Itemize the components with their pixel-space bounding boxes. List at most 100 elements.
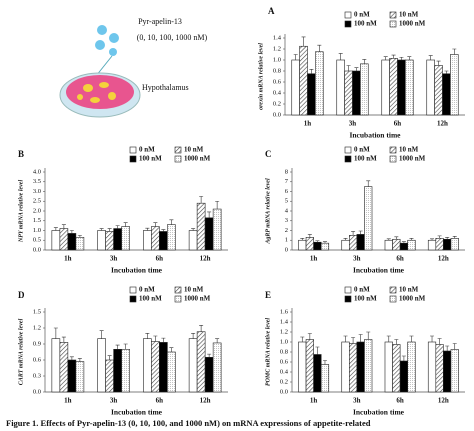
bar: [113, 349, 122, 393]
error-bar: [153, 335, 158, 342]
bar: [298, 239, 307, 251]
y-tick-label: 0.4: [273, 89, 282, 96]
panel-label: B: [18, 149, 24, 159]
legend-swatch: [129, 295, 137, 303]
bar: [159, 342, 168, 393]
y-tick-label: 0.0: [33, 388, 41, 395]
bar: [143, 230, 152, 251]
y-tick-label: 0.2: [273, 100, 281, 107]
bar: [405, 59, 414, 116]
doses: (0, 10, 100, 1000 nM): [137, 33, 208, 42]
y-tick-label: 0.0: [33, 246, 41, 253]
legend-swatch: [344, 11, 352, 19]
x-tick-label: 12h: [200, 397, 211, 405]
bar: [407, 341, 416, 393]
error-bar: [383, 56, 388, 60]
bar: [435, 238, 444, 251]
error-bar: [207, 211, 212, 218]
error-bar: [145, 227, 150, 231]
x-tick-label: 1h: [310, 397, 318, 405]
error-bar: [315, 346, 320, 355]
drop: [97, 25, 107, 35]
bar: [97, 230, 106, 251]
x-axis-title: Incubation time: [111, 408, 163, 417]
y-tick-label: 0.6: [280, 358, 289, 365]
x-tick-label: 6h: [396, 255, 404, 263]
bar: [188, 338, 198, 393]
error-bar: [358, 334, 363, 342]
y-tick-label: 1.0: [273, 56, 281, 63]
drop: [109, 33, 119, 43]
error-bar: [386, 335, 391, 342]
legend-label: 10 nM: [184, 146, 204, 154]
y-tick-label: 0.8: [280, 348, 288, 355]
bar: [212, 342, 222, 393]
bar: [320, 242, 330, 251]
y-tick-label: 1: [285, 237, 288, 244]
legend-label: 1000 nM: [399, 20, 426, 28]
legend-label: 1000 nM: [399, 155, 426, 163]
error-bar: [307, 234, 312, 238]
error-bar: [437, 235, 442, 239]
error-bar: [69, 230, 74, 234]
x-axis-title: Incubation time: [353, 266, 405, 275]
error-bar: [391, 54, 396, 59]
diagram: Pyr-apelin-13 (0, 10, 100, 1000 nM) Hypo…: [59, 17, 208, 118]
bar: [356, 234, 365, 251]
y-tick-label: 2.5: [33, 198, 41, 205]
legend-label: 10 nM: [399, 286, 419, 294]
y-axis-title: orexin mRNA relative level: [258, 43, 264, 110]
bar: [121, 349, 130, 393]
error-bar: [452, 236, 457, 239]
error-bar: [61, 336, 66, 343]
legend-swatch: [389, 11, 397, 19]
drop: [109, 48, 117, 56]
error-bar: [436, 60, 441, 66]
bar: [167, 351, 176, 393]
bar: [427, 239, 437, 251]
y-tick-label: 4.0: [33, 168, 41, 175]
error-bar: [322, 241, 327, 244]
legend-swatch: [389, 146, 397, 154]
error-bar: [300, 336, 305, 342]
panel-label: E: [265, 290, 271, 300]
legend-swatch: [344, 286, 352, 294]
y-tick-label: 0.4: [280, 368, 289, 375]
tissue: [108, 92, 116, 100]
bar: [426, 59, 435, 116]
error-bar: [338, 53, 343, 60]
bar: [356, 341, 365, 393]
legend-label: 10 nM: [399, 146, 419, 154]
error-bar: [317, 44, 322, 52]
bar: [167, 224, 176, 251]
error-bar: [69, 356, 74, 360]
error-bar: [437, 338, 442, 345]
error-bar: [199, 196, 204, 204]
tissue: [83, 84, 93, 92]
legend-label: 1000 nM: [399, 295, 426, 303]
x-axis-title: Incubation time: [349, 131, 401, 140]
error-bar: [77, 358, 82, 362]
error-bar: [322, 360, 327, 365]
error-bar: [444, 70, 449, 74]
bar: [341, 239, 350, 251]
error-bar: [366, 331, 371, 340]
error-bar: [107, 355, 112, 360]
y-tick-label: 8: [285, 168, 288, 175]
error-bar: [53, 327, 58, 339]
bar: [143, 338, 152, 393]
x-tick-label: 6h: [156, 397, 164, 405]
panel-label: A: [268, 6, 275, 16]
bar: [315, 51, 324, 116]
y-tick-label: 1.4: [273, 34, 282, 41]
caption: Figure 1. Effects of Pyr-apelin-13 (0, 1…: [6, 418, 371, 428]
x-tick-label: 3h: [349, 120, 357, 128]
error-bar: [401, 241, 406, 244]
error-bar: [301, 36, 306, 47]
error-bar: [445, 237, 450, 240]
legend-label: 0 nM: [354, 286, 370, 294]
bar: [97, 338, 106, 393]
bar: [204, 217, 214, 251]
error-bar: [107, 228, 112, 232]
